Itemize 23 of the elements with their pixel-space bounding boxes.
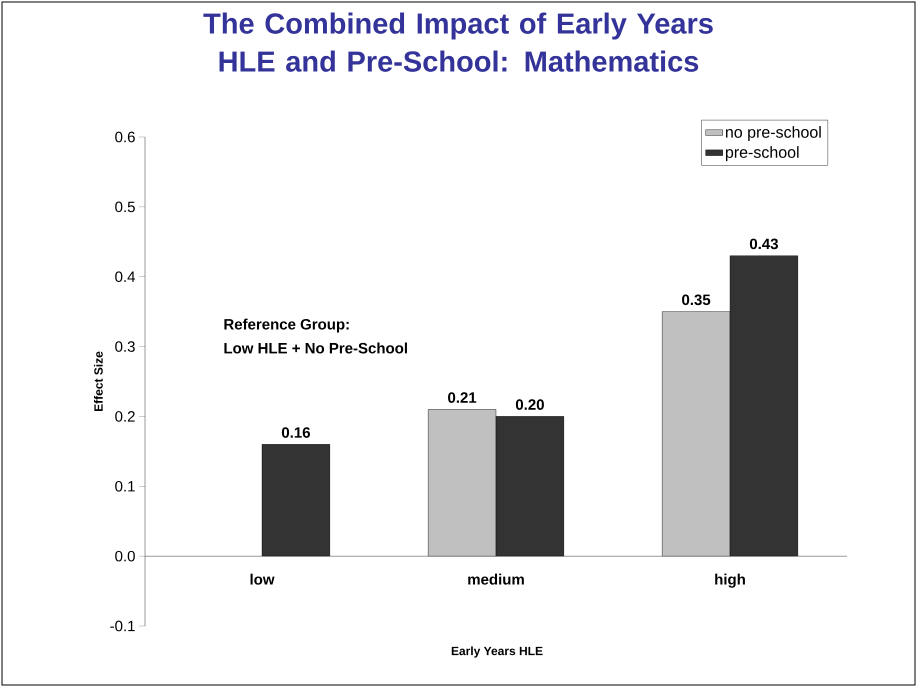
data-label: 0.35: [682, 294, 710, 306]
chart-title: The Combined Impact of Early Years HLE and Pre-School: Mathematics: [203, 12, 713, 72]
x-tick-label: medium: [468, 574, 524, 585]
x-tick-label: low: [250, 574, 275, 585]
x-axis-title: Early Years HLE: [452, 646, 543, 658]
legend-label: no pre-school: [726, 126, 821, 141]
y-axis-title: Effect Size: [94, 352, 103, 412]
y-tick-label: 0.1: [115, 480, 135, 492]
data-label: 0.20: [516, 399, 544, 410]
data-label: 0.21: [448, 392, 476, 403]
y-tick-label: 0.6: [115, 132, 135, 142]
x-tick-label: high: [715, 574, 745, 588]
y-tick-label: 0.5: [115, 202, 135, 212]
annotation: Low HLE + No Pre-School: [224, 342, 407, 354]
y-tick-label: -0.1: [110, 620, 135, 632]
y-tick-label: 0.0: [115, 550, 135, 562]
data-label: 0.16: [282, 427, 310, 438]
data-label: 0.43: [750, 238, 778, 250]
y-tick-label: 0.3: [115, 341, 135, 352]
annotation: Reference Group:: [224, 318, 349, 333]
legend-label: pre-school: [726, 146, 799, 162]
y-tick-label: 0.4: [115, 271, 136, 282]
y-tick-label: 0.2: [115, 411, 135, 422]
